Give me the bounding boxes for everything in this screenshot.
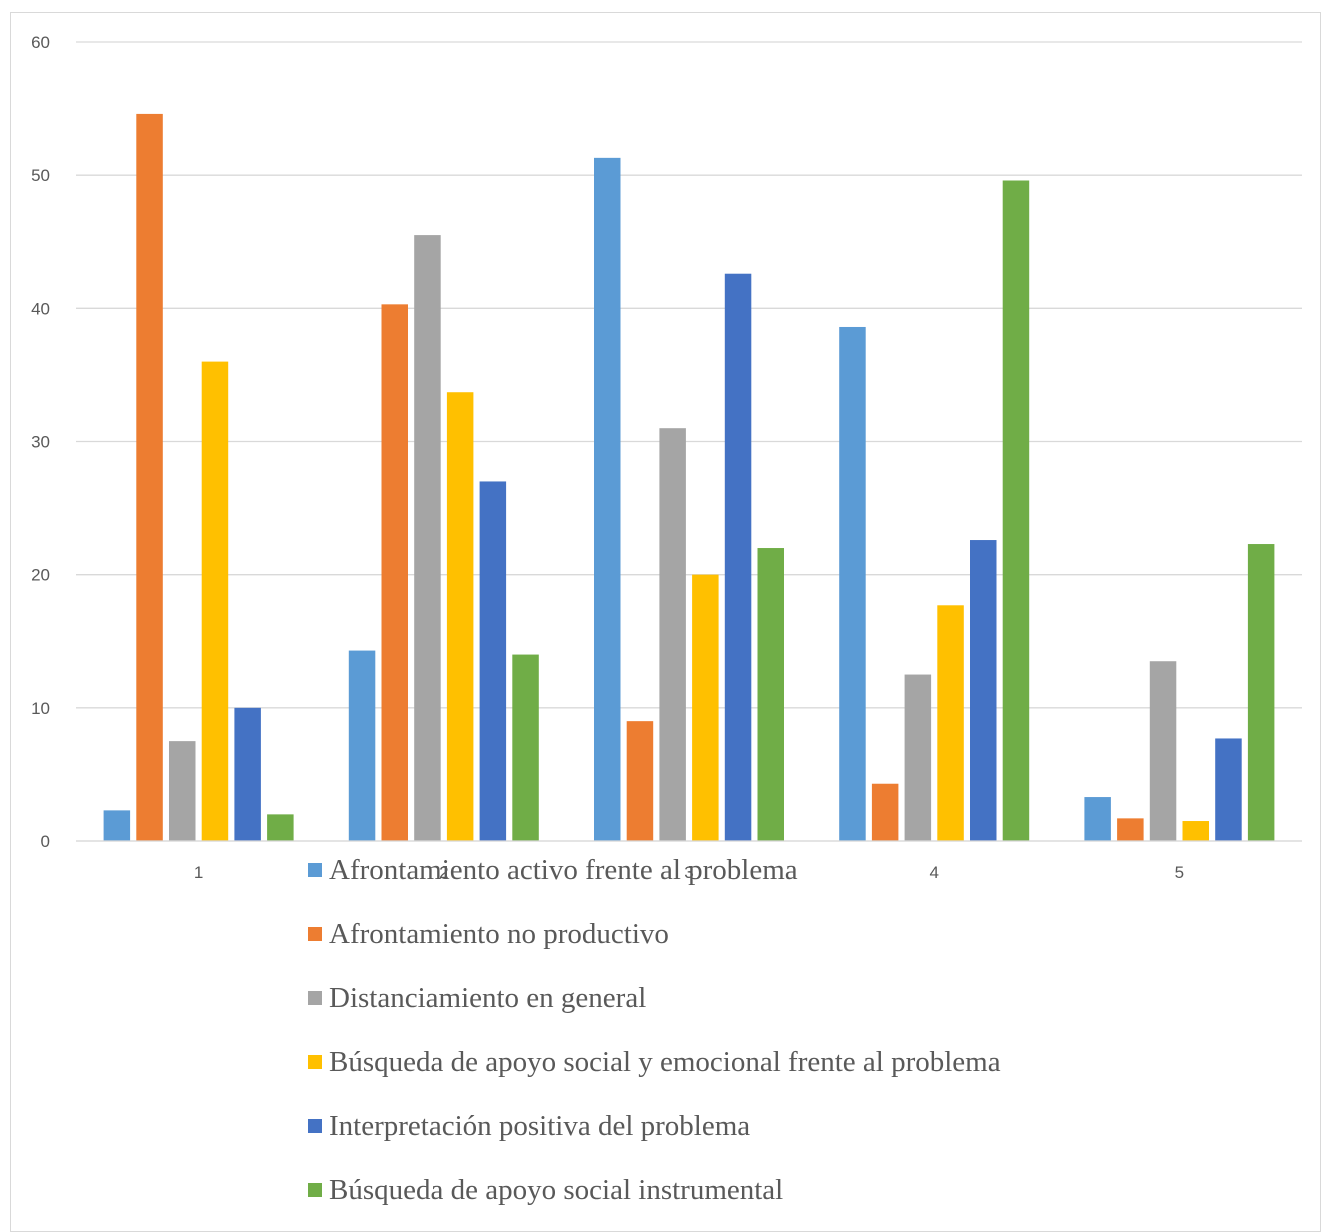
bar [348, 650, 376, 841]
legend-label: Afrontamiento activo frente al problema [329, 853, 798, 886]
bar [904, 674, 932, 841]
legend-label: Afrontamiento no productivo [329, 917, 669, 950]
legend-item: Afrontamiento no productivo [308, 914, 669, 954]
legend-swatch [308, 1119, 322, 1133]
legend-swatch [308, 991, 322, 1005]
bar [626, 721, 654, 841]
legend-swatch [308, 927, 322, 941]
y-tick-label: 20 [31, 566, 50, 585]
bar [1117, 818, 1144, 841]
bar [1182, 821, 1209, 841]
bars [103, 113, 1275, 842]
bar [1247, 544, 1275, 841]
bar [937, 605, 964, 841]
bar [234, 707, 261, 841]
x-tick-label: 4 [929, 863, 938, 882]
bar [692, 574, 719, 841]
legend-swatch [308, 1183, 322, 1197]
x-tick-label: 2 [439, 863, 448, 882]
bar [136, 113, 163, 841]
legend-swatch [308, 1055, 322, 1069]
legend-item: Interpretación positiva del problema [308, 1106, 750, 1146]
legend-item: Búsqueda de apoyo social y emocional fre… [308, 1042, 1001, 1082]
bar [1215, 738, 1242, 841]
bar [267, 814, 294, 841]
y-tick-label: 50 [31, 166, 50, 185]
legend-label: Distanciamiento en general [329, 981, 647, 1014]
bar [594, 157, 621, 842]
legend-label: Búsqueda de apoyo social instrumental [329, 1173, 784, 1206]
y-tick-label: 0 [41, 832, 50, 851]
y-tick-label: 60 [31, 33, 50, 52]
x-tick-label: 5 [1175, 863, 1184, 882]
x-tick-label: 3 [684, 863, 693, 882]
bar [103, 810, 131, 841]
y-tick-label: 10 [31, 699, 50, 718]
bar [446, 392, 474, 841]
bar [839, 326, 866, 841]
legend-label: Búsqueda de apoyo social y emocional fre… [329, 1045, 1001, 1078]
legend-item: Afrontamiento activo frente al problema [308, 850, 798, 890]
bar [757, 548, 784, 841]
bar [659, 428, 686, 841]
bar [1149, 661, 1177, 841]
bar [512, 654, 539, 841]
legend-item: Búsqueda de apoyo social instrumental [308, 1170, 783, 1210]
bar [1002, 180, 1030, 841]
legend-label: Interpretación positiva del problema [329, 1109, 751, 1142]
bar [970, 540, 997, 841]
legend-swatch [308, 863, 322, 877]
y-tick-label: 40 [31, 299, 50, 318]
bar [1084, 797, 1111, 841]
bar [871, 783, 899, 841]
legend-item: Distanciamiento en general [308, 978, 646, 1018]
y-tick-label: 30 [31, 433, 50, 452]
bar [381, 304, 408, 841]
bar [724, 273, 752, 842]
bar [201, 361, 229, 841]
x-tick-label: 1 [194, 863, 203, 882]
axes: 0 10 20 30 40 50 60 1 2 3 4 5 [31, 33, 1302, 882]
bar [169, 741, 196, 841]
bar [414, 235, 441, 841]
bar [479, 481, 507, 841]
